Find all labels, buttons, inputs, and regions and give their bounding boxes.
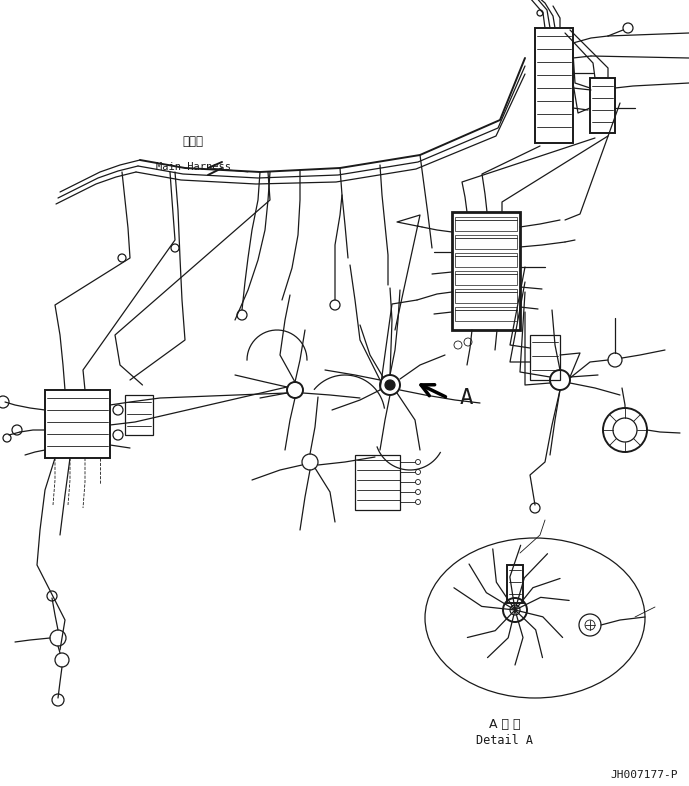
Bar bbox=[452, 212, 520, 330]
Bar bbox=[125, 395, 153, 435]
Text: A 详 细: A 详 细 bbox=[489, 718, 521, 731]
Text: Detail A: Detail A bbox=[477, 734, 533, 747]
Bar bbox=[507, 565, 523, 603]
Bar bbox=[455, 289, 517, 303]
Bar bbox=[455, 217, 517, 231]
Bar bbox=[355, 455, 400, 510]
Bar bbox=[455, 307, 517, 321]
Bar bbox=[530, 335, 560, 380]
Bar bbox=[45, 390, 110, 458]
Bar bbox=[455, 235, 517, 249]
Text: JH007177-P: JH007177-P bbox=[610, 770, 678, 780]
Text: Main Harness: Main Harness bbox=[156, 162, 231, 172]
Text: 主线束: 主线束 bbox=[183, 135, 203, 148]
Bar bbox=[535, 28, 573, 143]
Bar bbox=[455, 253, 517, 267]
Circle shape bbox=[385, 380, 395, 390]
Text: A: A bbox=[460, 388, 473, 408]
Bar bbox=[590, 78, 615, 133]
Bar bbox=[455, 271, 517, 285]
